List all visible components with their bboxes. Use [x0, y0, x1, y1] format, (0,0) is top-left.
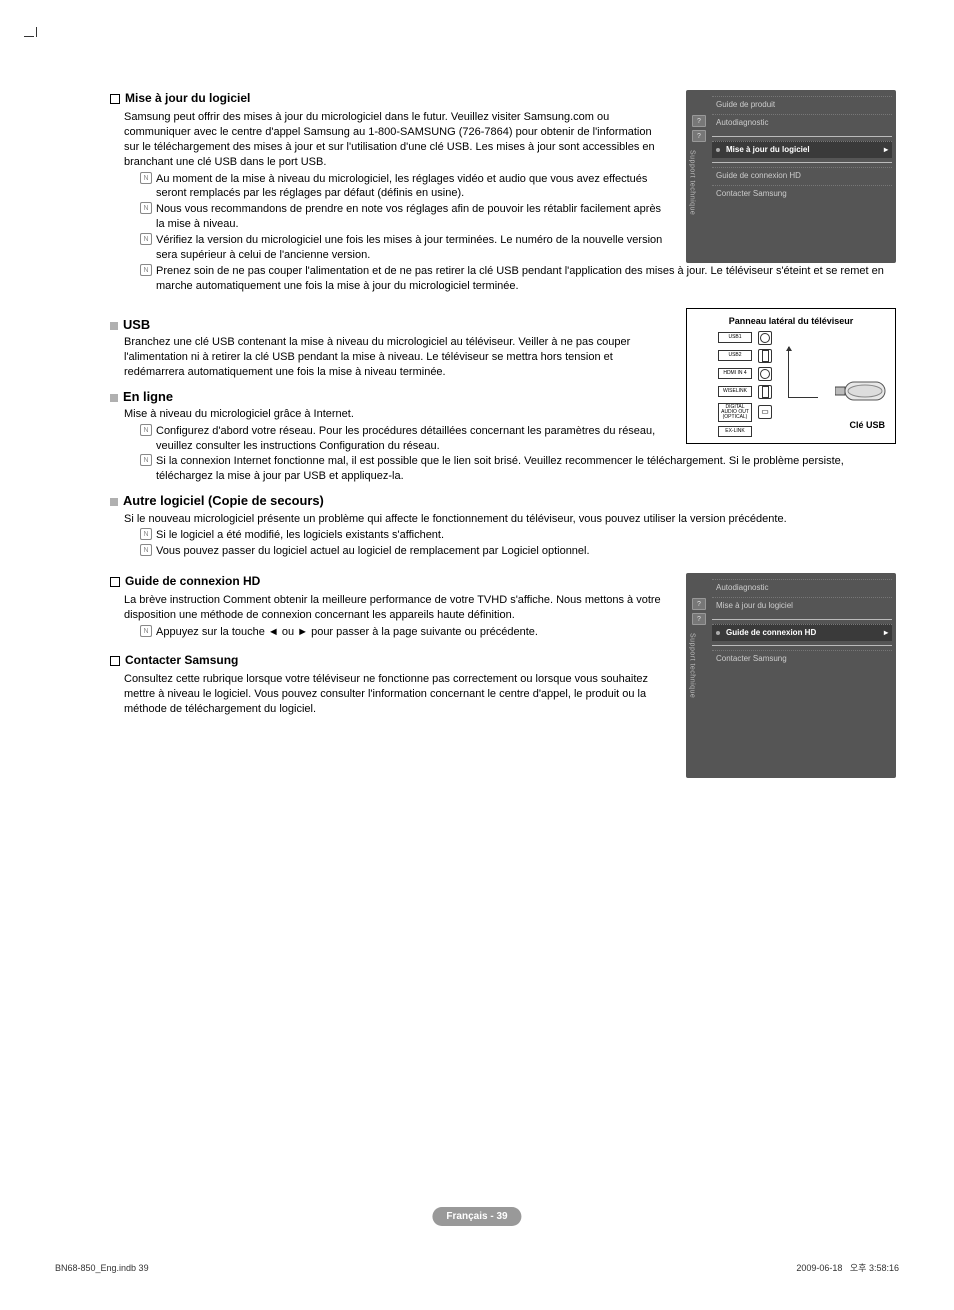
note-item: NConfigurez d'abord votre réseau. Pour l…	[110, 424, 668, 454]
menu-item[interactable]: Guide de connexion HD	[712, 167, 892, 185]
note-icon: N	[140, 544, 152, 556]
menu-divider	[712, 619, 892, 620]
checkbox-icon	[110, 94, 120, 104]
audio-port-icon	[758, 367, 772, 381]
arrow-line	[788, 347, 789, 397]
note-icon: N	[140, 264, 152, 276]
online-para: Mise à niveau du micrologiciel grâce à I…	[110, 407, 668, 422]
usb-label: Clé USB	[849, 419, 885, 431]
note-icon: N	[140, 202, 152, 214]
footer-filename: BN68-850_Eng.indb 39	[55, 1262, 149, 1274]
note-icon: N	[140, 528, 152, 540]
menu-item[interactable]: Autodiagnostic	[712, 579, 892, 597]
arrow-line	[788, 397, 818, 398]
note-item: NVous pouvez passer du logiciel actuel a…	[110, 544, 896, 559]
page-number-pill: Français - 39	[432, 1207, 521, 1227]
side-panel-title: Panneau latéral du téléviseur	[693, 315, 889, 327]
port-row: USB2	[718, 349, 772, 363]
sw-update-heading: Mise à jour du logiciel	[110, 90, 668, 106]
crop-mark	[24, 24, 38, 38]
menu-item[interactable]: Guide de produit	[712, 96, 892, 114]
menu-icon: ?	[692, 613, 706, 625]
note-icon: N	[140, 233, 152, 245]
note-item: NPrenez soin de ne pas couper l'alimenta…	[110, 264, 896, 294]
usb-port-icon	[758, 385, 772, 399]
note-icon: N	[140, 454, 152, 466]
square-bullet-icon	[110, 498, 118, 506]
square-bullet-icon	[110, 394, 118, 402]
menu-item[interactable]: Mise à jour du logiciel	[712, 597, 892, 615]
note-icon: N	[140, 424, 152, 436]
other-software-heading: Autre logiciel (Copie de secours)	[110, 492, 896, 509]
online-heading: En ligne	[110, 388, 668, 405]
note-item: NSi le logiciel a été modifié, les logic…	[110, 528, 896, 543]
section-hd-guide-contact: Guide de connexion HD La brève instructi…	[110, 573, 896, 778]
page-content: Mise à jour du logiciel Samsung peut off…	[0, 0, 954, 832]
menu-icon: ?	[692, 598, 706, 610]
menu-icon: ?	[692, 130, 706, 142]
tv-menu-widget-1: Support technique ? ? Guide de produit A…	[686, 90, 896, 263]
menu-divider	[712, 645, 892, 646]
menu-item-selected[interactable]: Mise à jour du logiciel	[712, 141, 892, 159]
menu-side-label: Support technique	[687, 150, 696, 215]
square-bullet-icon	[110, 322, 118, 330]
other-software-para: Si le nouveau micrologiciel présente un …	[110, 512, 896, 527]
note-icon: N	[140, 172, 152, 184]
section-software-update: Mise à jour du logiciel Samsung peut off…	[110, 90, 896, 294]
audio-port-icon	[758, 331, 772, 345]
dot-icon	[716, 148, 720, 152]
menu-item[interactable]: Autodiagnostic	[712, 114, 892, 132]
menu-icon-stack: ? ?	[692, 115, 706, 142]
menu-icon: ?	[692, 115, 706, 127]
menu-item-selected[interactable]: Guide de connexion HD	[712, 624, 892, 642]
port-row: DIGITAL AUDIO OUT (OPTICAL)▭	[718, 403, 772, 422]
dot-icon	[716, 631, 720, 635]
tv-side-panel-figure: Panneau latéral du téléviseur USB1 USB2 …	[686, 308, 896, 444]
note-item: NAppuyez sur la touche ◄ ou ► pour passe…	[110, 625, 668, 640]
contact-heading: Contacter Samsung	[110, 652, 668, 668]
menu-divider	[712, 162, 892, 163]
usb-stick-icon	[835, 379, 887, 403]
menu-item[interactable]: Contacter Samsung	[712, 185, 892, 203]
sw-update-para: Samsung peut offrir des mises à jour du …	[110, 110, 668, 169]
checkbox-icon	[110, 656, 120, 666]
note-item: NNous vous recommandons de prendre en no…	[110, 202, 668, 232]
port-row: USB1	[718, 331, 772, 345]
menu-item[interactable]: Contacter Samsung	[712, 650, 892, 668]
note-item: NAu moment de la mise à niveau du microl…	[110, 172, 668, 202]
menu-divider	[712, 136, 892, 137]
hd-guide-para: La brève instruction Comment obtenir la …	[110, 593, 668, 623]
port-row: WISELINK	[718, 385, 772, 399]
checkbox-icon	[110, 577, 120, 587]
note-item: NSi la connexion Internet fonctionne mal…	[110, 454, 896, 484]
port-row: HDMI IN 4	[718, 367, 772, 381]
tv-menu-widget-2: Support technique ? ? Autodiagnostic Mis…	[686, 573, 896, 778]
menu-icon-stack: ? ?	[692, 598, 706, 625]
usb-port-icon	[758, 349, 772, 363]
note-icon: N	[140, 625, 152, 637]
usb-heading: USB	[110, 316, 668, 333]
usb-para: Branchez une clé USB contenant la mise à…	[110, 335, 668, 380]
note-item: NVérifiez la version du micrologiciel un…	[110, 233, 668, 263]
footer-timestamp: 2009-06-18 오후 3:58:16	[796, 1262, 899, 1274]
hd-guide-heading: Guide de connexion HD	[110, 573, 668, 589]
optical-port-icon: ▭	[758, 405, 772, 419]
section-usb-online: USB Branchez une clé USB contenant la mi…	[110, 308, 896, 559]
contact-para: Consultez cette rubrique lorsque votre t…	[110, 672, 668, 717]
menu-side-label: Support technique	[687, 633, 696, 698]
port-row: EX-LINK	[718, 426, 752, 437]
